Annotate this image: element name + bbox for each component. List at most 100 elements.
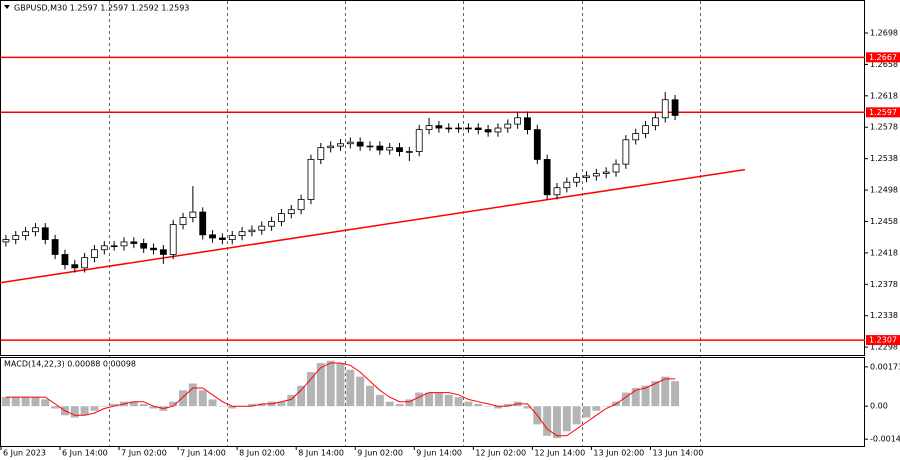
macd-bar	[602, 406, 611, 407]
candle-body	[622, 139, 630, 165]
y-tick-label: 0.00173	[870, 362, 900, 371]
candle-body	[209, 234, 216, 239]
candle-body	[100, 245, 108, 251]
level-label: 1.2597	[869, 108, 897, 117]
macd-bar	[484, 406, 493, 407]
signal-line	[5, 362, 676, 437]
macd-bar	[503, 403, 512, 407]
macd-bar	[306, 372, 315, 407]
macd-bar	[425, 392, 434, 407]
macd-bar	[631, 388, 640, 407]
x-tick-label: 6 Jun 14:00	[62, 449, 108, 458]
macd-bar	[592, 406, 601, 411]
macd-bar	[149, 406, 158, 409]
candle-body	[455, 127, 462, 130]
candle-body	[356, 141, 364, 147]
macd-bar	[474, 403, 483, 407]
macd-title: MACD(14,22,3) 0.00088 0.00098	[4, 360, 136, 369]
candle-body	[346, 141, 354, 145]
y-tick-label: 1.2538	[870, 154, 898, 163]
candle-body	[396, 147, 403, 152]
macd-bar	[385, 401, 394, 407]
candle-body	[199, 211, 207, 236]
macd-bar	[543, 406, 552, 436]
level-label: 1.2307	[869, 336, 897, 345]
y-tick-label: 1.2338	[870, 311, 898, 320]
candle-body	[12, 235, 20, 240]
candle-body	[41, 227, 49, 240]
candle-body	[140, 243, 148, 249]
macd-bar	[621, 392, 630, 407]
macd-bar	[228, 406, 237, 409]
macd-bar	[1, 397, 10, 407]
macd-bar	[198, 390, 207, 407]
candle-body	[22, 231, 29, 237]
candle-body	[612, 163, 620, 173]
macd-bar	[336, 363, 345, 407]
candle-body	[61, 254, 69, 266]
candle-body	[120, 241, 128, 247]
candle-body	[327, 145, 335, 149]
macd-bar	[464, 401, 473, 407]
level-label-bg	[866, 335, 900, 346]
candle-body	[248, 229, 256, 233]
macd-bar	[572, 406, 581, 425]
y-tick-label: 1.2498	[870, 186, 898, 195]
macd-bar	[641, 385, 650, 407]
candle-body	[435, 125, 443, 129]
x-tick-label: 8 Jun 02:00	[239, 449, 285, 458]
macd-bar	[582, 406, 591, 418]
candle-body	[583, 175, 590, 178]
candle-body	[376, 145, 384, 151]
candle-body	[32, 227, 39, 233]
candle-body	[514, 117, 522, 125]
macd-bar	[51, 406, 60, 409]
level-label: 1.2667	[869, 53, 897, 62]
macd-bar	[454, 397, 463, 407]
macd-bar	[179, 390, 188, 407]
candle-body	[642, 125, 649, 134]
main-panel	[0, 0, 865, 356]
candle-body	[563, 181, 571, 189]
x-tick-label: 9 Jun 02:00	[357, 449, 403, 458]
candle-body	[474, 127, 482, 130]
candle-body	[110, 245, 118, 248]
trend-line	[0, 168, 746, 284]
x-tick-label: 13 Jun 02:00	[593, 449, 644, 458]
candle-body	[169, 224, 177, 255]
y-tick-label: 1.2658	[870, 60, 898, 69]
candle-body	[258, 225, 266, 231]
candle-body	[632, 133, 640, 141]
macd-bar	[415, 392, 424, 407]
macd-bar	[346, 369, 355, 407]
candle-body	[317, 147, 325, 160]
candle-body	[238, 231, 246, 237]
y-tick-label: 1.2578	[870, 123, 898, 132]
level-label-bg	[866, 52, 900, 63]
x-tick-label: 9 Jun 14:00	[416, 449, 462, 458]
macd-bar	[70, 406, 79, 418]
candle-body	[524, 117, 531, 130]
x-tick-label: 7 Jun 14:00	[180, 449, 226, 458]
macd-bar	[257, 403, 266, 407]
macd-bar	[661, 376, 670, 407]
macd-bar	[90, 406, 99, 411]
macd-bar	[21, 397, 30, 407]
candle-body	[219, 237, 226, 240]
y-tick-label: 1.2418	[870, 248, 898, 257]
candle-body	[159, 249, 167, 255]
x-tick-label: 12 Jun 14:00	[534, 449, 585, 458]
macd-bar	[129, 401, 138, 407]
x-tick-label: 8 Jun 14:00	[298, 449, 344, 458]
candle-body	[553, 187, 561, 196]
candle-body	[484, 129, 492, 133]
candle-body	[445, 127, 453, 130]
macd-bar	[395, 403, 404, 407]
candle-body	[651, 117, 659, 127]
candle-body	[91, 249, 98, 259]
macd-bar	[493, 406, 502, 409]
y-tick-label: 0.00	[870, 402, 888, 411]
menu-arrow	[4, 5, 10, 9]
macd-bar	[208, 399, 217, 407]
macd-bar	[444, 394, 453, 407]
